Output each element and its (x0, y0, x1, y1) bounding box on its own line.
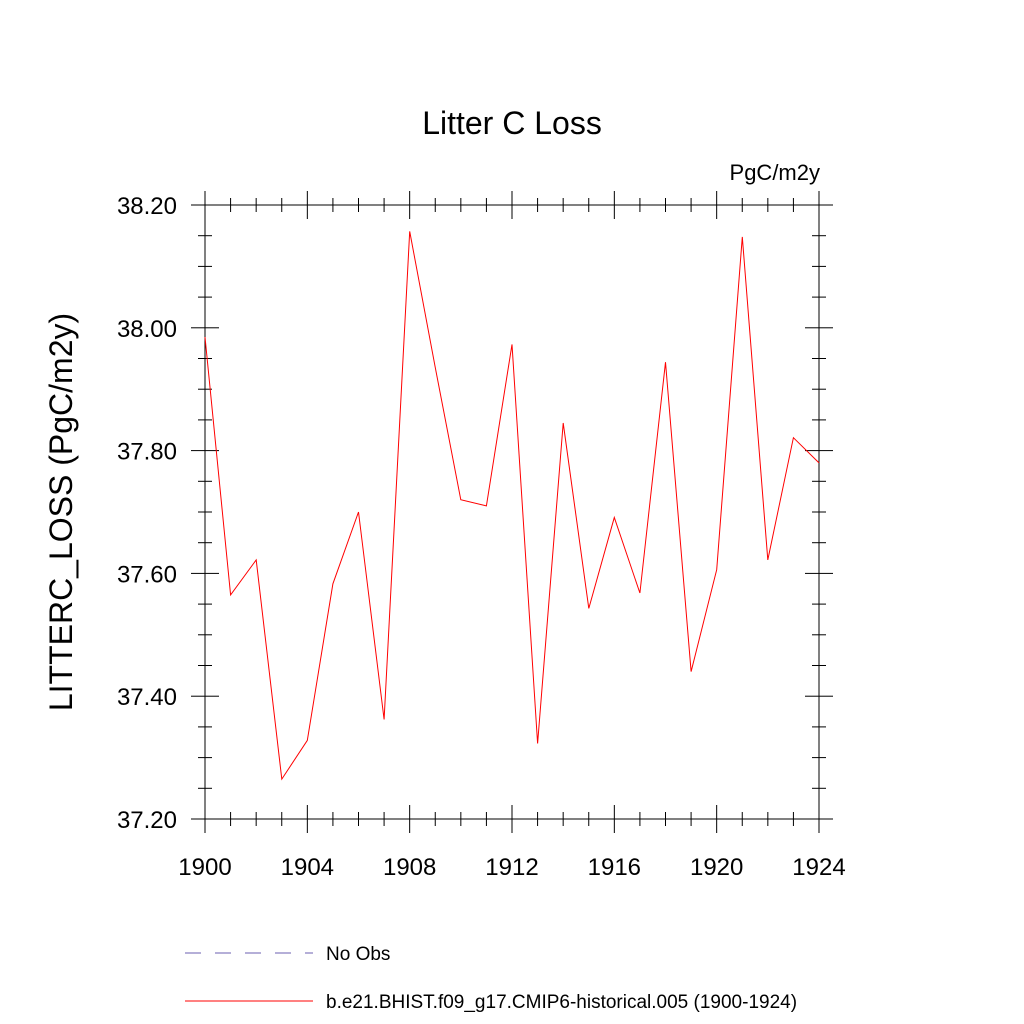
x-axis-ticks (204, 191, 820, 833)
plot-frame (204, 204, 820, 820)
legend-label-historical: b.e21.BHIST.f09_g17.CMIP6-historical.005… (326, 992, 797, 1013)
legend-label-no-obs: No Obs (326, 944, 390, 965)
x-tick-label: 1908 (383, 854, 436, 881)
x-tick-label: 1924 (792, 854, 845, 881)
y-tick-label: 37.20 (117, 807, 177, 834)
y-tick-label: 37.40 (117, 684, 177, 711)
y-tick-label: 38.00 (117, 316, 177, 343)
y-axis-tick-labels: 37.20 37.40 37.60 37.80 38.00 38.20 (117, 193, 177, 834)
series-layer (204, 231, 820, 781)
series-line (204, 231, 820, 781)
y-axis-ticks (191, 204, 833, 820)
chart-title: Litter C Loss (422, 105, 602, 141)
legend: No Obs b.e21.BHIST.f09_g17.CMIP6-histori… (185, 944, 797, 1013)
y-tick-label: 38.20 (117, 193, 177, 220)
x-tick-label: 1916 (588, 854, 641, 881)
y-tick-label: 37.80 (117, 439, 177, 466)
x-tick-label: 1912 (485, 854, 538, 881)
y-axis-label: LITTERC_LOSS (PgC/m2y) (43, 313, 79, 711)
units-label: PgC/m2y (730, 160, 820, 185)
x-axis-tick-labels: 1900 1904 1908 1912 1916 1920 1924 (178, 854, 845, 881)
x-tick-label: 1920 (690, 854, 743, 881)
x-tick-label: 1904 (281, 854, 334, 881)
y-tick-label: 37.60 (117, 561, 177, 588)
x-tick-label: 1900 (178, 854, 231, 881)
